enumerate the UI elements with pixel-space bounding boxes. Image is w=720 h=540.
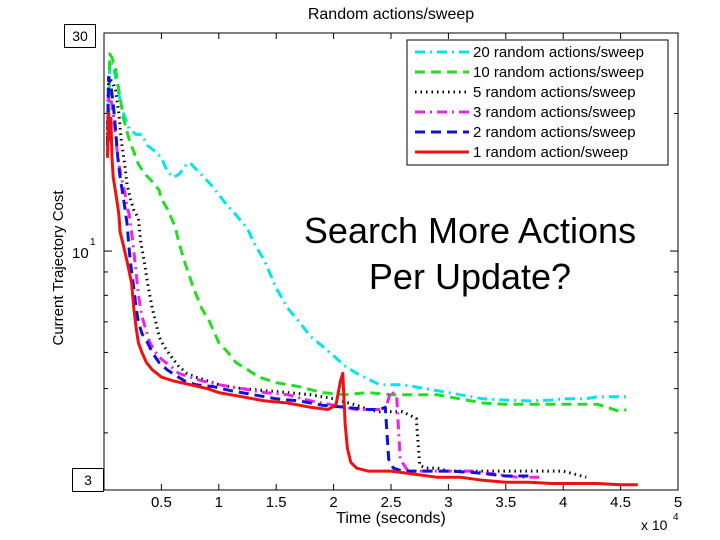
- x-multiplier: x 10 4: [641, 512, 679, 533]
- x-ticks: 0.5 1 1.5 2 2.5 3 3.5 4 4.5 5: [151, 33, 682, 511]
- y-tick-exp: 1: [90, 237, 96, 248]
- y-axis-top-label: 30: [64, 24, 96, 48]
- x-tick-label: 4: [559, 494, 567, 511]
- chart-title: Random actions/sweep: [308, 6, 474, 23]
- y-tick-base: 10: [72, 245, 89, 262]
- legend-label: 2 random actions/sweep: [473, 124, 636, 141]
- x-multiplier-base: x 10: [641, 517, 668, 533]
- x-tick-label: 2: [329, 494, 337, 511]
- series-line-4: [105, 88, 541, 479]
- y-tick-label-10: 10 1: [72, 237, 96, 262]
- x-tick-label: 3: [444, 494, 452, 511]
- series-line-6: [105, 112, 638, 487]
- overlay-line-2: Per Update?: [368, 256, 572, 297]
- overlay-question: Search More Actions Per Update?: [250, 208, 690, 300]
- x-tick-label: 2.5: [381, 494, 402, 511]
- legend: 20 random actions/sweep 10 random actions…: [406, 39, 669, 166]
- x-tick-label: 4.5: [610, 494, 631, 511]
- x-multiplier-exp: 4: [673, 512, 679, 523]
- series-line-5: [105, 75, 529, 478]
- legend-label: 3 random actions/sweep: [473, 104, 636, 121]
- x-axis-label: Time (seconds): [336, 510, 446, 527]
- series-line-2: [107, 52, 627, 414]
- legend-label: 10 random actions/sweep: [473, 64, 644, 81]
- x-tick-label: 5: [674, 494, 682, 511]
- y-axis-label: Current Trajectory Cost: [50, 190, 67, 346]
- series-lines: [105, 52, 638, 487]
- overlay-line-1: Search More Actions: [303, 210, 637, 251]
- x-tick-label: 3.5: [495, 494, 516, 511]
- y-axis-bottom-label: 3: [72, 468, 104, 492]
- legend-label: 20 random actions/sweep: [473, 44, 644, 61]
- x-tick-label: 1: [215, 494, 223, 511]
- x-tick-label: 1.5: [266, 494, 287, 511]
- legend-label: 1 random action/sweep: [473, 144, 628, 161]
- legend-box: [406, 39, 669, 166]
- legend-label: 5 random actions/sweep: [473, 84, 636, 101]
- series-line-1: [107, 59, 627, 403]
- x-tick-label: 0.5: [151, 494, 172, 511]
